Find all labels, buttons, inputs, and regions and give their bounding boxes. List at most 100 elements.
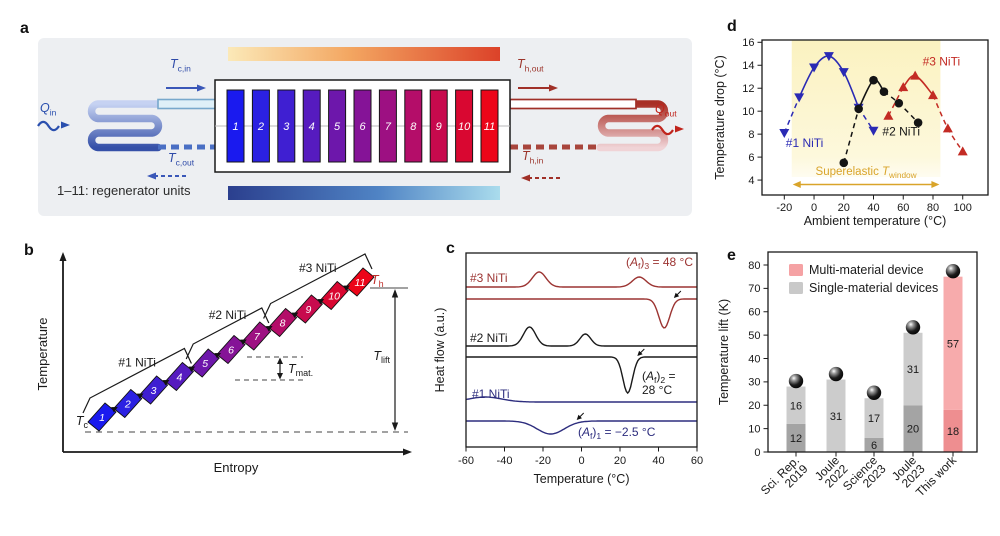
y-tick-label: 70 [748,283,760,295]
dsc-curve [466,271,697,288]
bar-value-label: 20 [907,424,919,436]
unit-tile [164,361,195,392]
cold-gradient-bar [228,186,500,200]
arrowhead [673,292,680,298]
panel-c-dsc-chart: -60 -40 -20 0 20 40 60 Temperature (°C) Heat flo… [433,252,703,486]
group-label: #3 NiTi [299,261,337,275]
regenerator-unit [455,89,474,163]
window-label: Superelastic Twindow [816,166,917,180]
bar-segment [786,386,806,424]
legend-label: Single-material devices [809,281,938,295]
t-lift-arrow [391,289,399,431]
arrowhead [136,393,144,399]
data-point [898,82,909,92]
arrowhead [111,407,118,413]
data-point [942,123,953,133]
x-axis-label: Temperature (°C) [534,472,630,486]
regenerator-unit-number: 6 [359,121,366,133]
q-out-arrow [651,124,684,136]
annotation: (Af)2 = [642,369,676,385]
regenerator-unit-number: 10 [458,121,471,133]
y-tick-label: 60 [748,307,760,319]
y-tick-label: 8 [748,129,754,141]
plot-box [761,39,989,196]
t-h-in-arrow [521,174,560,182]
data-point [883,110,894,120]
x-tick-label: 20 [614,455,626,467]
regenerator-unit [302,89,321,163]
series-label: #3 NiTi [923,54,961,68]
unit-tile-number: 6 [228,344,234,356]
unit-tile-number: 8 [280,317,286,329]
panel-b-axes [59,252,412,456]
bar-segment [903,405,923,452]
unit-chain: 1 2 3 4 5 6 7 8 9 10 11 #1 NiTi #2 NiTi #3 NiTi [82,253,375,432]
x-tick-label: 0 [578,455,584,467]
data-point [957,146,968,156]
bar-segment [864,398,884,438]
bar-value-label: 31 [830,411,842,423]
y-tick-label: 6 [748,152,754,164]
x-tick-label: 20 [838,202,850,214]
x-tick-label: -60 [458,455,474,467]
unit-tile [87,402,117,432]
y-tick-label: 20 [748,400,760,412]
t-mat-arrow [235,356,303,381]
unit-tile [319,280,349,311]
panel-b-letter: b [24,242,34,259]
data-point [809,63,820,73]
unit-tile [138,375,169,405]
y-axis-label: Heat flow (a.u.) [433,308,447,393]
y-tick-label: 50 [748,330,760,342]
y-tick-label: 16 [742,37,754,49]
arrowhead [188,366,196,372]
bar-value-label: 18 [947,426,959,438]
bar-value-label: 57 [947,338,959,350]
y-tick-label: 14 [742,60,754,72]
t-h-out-label: Th,out [517,57,544,74]
panel-d-temperature-drop-chart: Superelastic Twindow #1 NiTi #2 NiTi #3 NiT… [713,37,989,228]
regenerator-unit [353,89,372,163]
y-tick-label: 10 [748,423,760,435]
panel-b-y-label: Temperature [35,318,50,391]
data-point [839,158,849,168]
arrowhead [214,353,221,359]
panel-e-letter: e [727,247,736,264]
x-tick-label: 60 [691,455,703,467]
unit-tile-number: 7 [254,331,261,343]
t-h-out-arrow [518,84,558,92]
q-in-arrow [37,120,70,132]
arrowhead [931,181,940,188]
x-tick-label: 80 [927,202,939,214]
unit-tile-number: 2 [124,398,131,410]
arrowhead [637,350,643,356]
regenerator-unit-number: 9 [436,121,442,133]
regenerator-unit [251,89,270,163]
regenerator-unit-number: 4 [309,121,315,133]
bar-value-label: 31 [907,364,919,376]
regenerator-unit [378,89,397,163]
annotation: (Af)3 = 48 °C [626,255,693,271]
data-point [868,126,879,136]
annotation: #2 NiTi [470,331,508,345]
bar-value-label: 12 [790,433,802,445]
arrowhead [291,312,299,318]
t-h-label: Th [371,273,384,289]
unit-tile-number: 5 [202,358,208,370]
y-tick-label: 80 [748,260,760,272]
hot-outlet-pipe [509,98,637,110]
regenerator-unit [277,89,296,163]
bar-value-label: 16 [790,400,802,412]
y-axis-label: Temperature lift (K) [717,299,731,405]
legend-swatch [789,264,803,276]
cold-heat-exchanger-coil [87,100,163,152]
bar-segment [786,423,806,452]
panel-d-letter: d [727,18,737,35]
regenerator-units-caption: 1–11: regenerator units [57,183,191,198]
unit-tile [242,321,272,351]
annotation: #3 NiTi [470,271,508,285]
x-tick-label: -20 [776,202,792,214]
regenerator-unit-number: 11 [484,121,495,133]
data-point [823,52,834,62]
